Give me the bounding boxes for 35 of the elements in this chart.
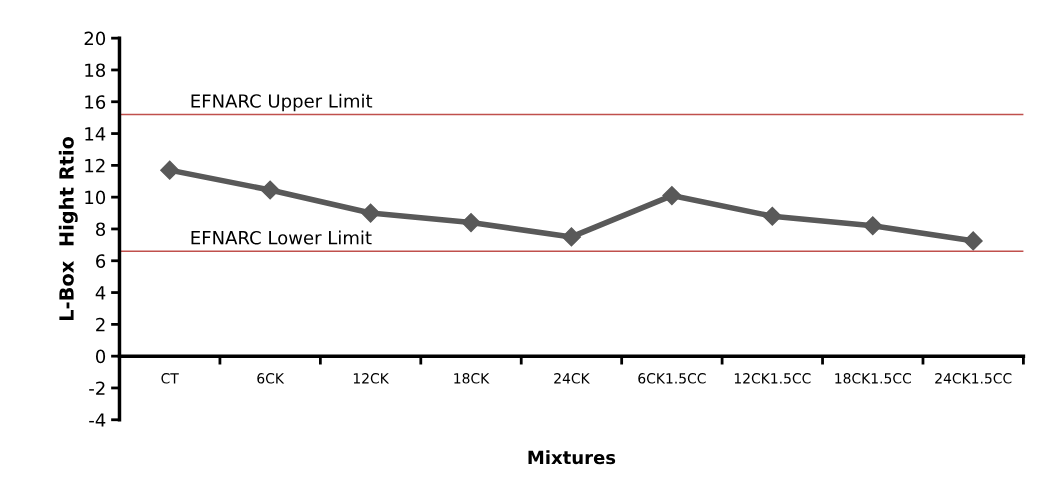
point: [561, 227, 581, 247]
y-tick-label: 18: [85, 63, 106, 78]
x-tick-label: CT: [161, 373, 179, 384]
x-axis-title: Mixtures: [528, 450, 616, 465]
y-tick-label: 16: [85, 95, 106, 109]
x-tick-label: 24CK1.5CC: [935, 373, 1012, 384]
ref-line-label: EFNARC Lower Limit: [191, 230, 372, 245]
y-tick-label: 8: [96, 222, 106, 237]
point: [361, 203, 381, 223]
y-tick-label: 10: [85, 190, 106, 205]
y-tick-label: 12: [85, 158, 105, 173]
y-tick-label: 0: [95, 349, 106, 364]
y-tick-label: 20: [84, 31, 106, 46]
point: [461, 213, 481, 233]
point: [160, 160, 180, 180]
point: [260, 180, 280, 200]
y-tick-label: 14: [85, 127, 106, 141]
x-tick-label: 18CK: [454, 373, 490, 384]
y-tick-label: 6: [96, 254, 106, 268]
y-tick-label: 2: [96, 317, 105, 332]
x-tick-label: 12CK1.5CC: [734, 373, 811, 384]
x-tick-label: 6CK: [257, 373, 285, 384]
point: [863, 216, 883, 236]
y-tick-label: 4: [95, 286, 106, 300]
y-axis-title: L-Box Hight Rtio: [58, 136, 78, 321]
x-tick-label: 12CK: [353, 373, 390, 384]
ref-line-label: EFNARC Upper Limit: [191, 93, 373, 112]
y-tick-label: -2: [89, 381, 105, 395]
point: [963, 231, 983, 251]
y-tick-label: -4: [89, 413, 106, 427]
point: [762, 206, 782, 226]
point: [662, 186, 682, 206]
x-tick-label: 18CK1.5CC: [835, 373, 911, 384]
x-tick-label: 6CK1.5CC: [638, 373, 706, 384]
x-tick-label: 24CK: [554, 373, 590, 384]
